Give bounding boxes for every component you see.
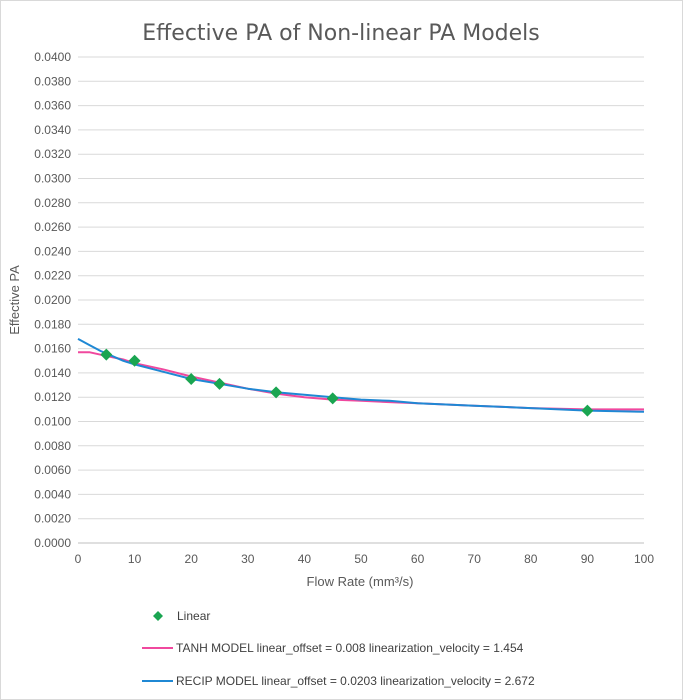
y-tick-label: 0.0020	[34, 512, 71, 526]
x-tick-label: 30	[241, 552, 255, 566]
gridlines	[78, 56, 644, 544]
legend-marker	[153, 611, 163, 621]
data-point	[213, 377, 226, 390]
x-tick-label: 60	[411, 552, 425, 566]
y-tick-label: 0.0080	[34, 439, 71, 453]
y-tick-label: 0.0000	[34, 536, 71, 550]
x-tick-label: 20	[185, 552, 199, 566]
x-axis-ticks: 0 10 20 30 40 50 60 70 80 90 100	[75, 552, 655, 566]
y-tick-label: 0.0240	[34, 244, 71, 258]
data-point	[185, 372, 198, 385]
data-point	[326, 392, 339, 405]
y-axis-ticks: 0.0000 0.0020 0.0040 0.0060 0.0080 0.0100 0.01…	[34, 50, 71, 550]
y-tick-label: 0.0060	[34, 463, 71, 477]
legend: Linear TANH MODEL linear_offset = 0.008 l…	[142, 609, 535, 688]
legend-label: Linear	[177, 609, 210, 623]
y-tick-label: 0.0220	[34, 269, 71, 283]
y-tick-label: 0.0200	[34, 293, 71, 307]
x-tick-label: 40	[298, 552, 312, 566]
y-tick-label: 0.0400	[34, 50, 71, 64]
y-tick-label: 0.0160	[34, 342, 71, 356]
x-tick-label: 80	[524, 552, 538, 566]
y-tick-label: 0.0120	[34, 390, 71, 404]
x-tick-label: 100	[634, 552, 654, 566]
data-point	[128, 354, 141, 367]
x-axis-label: Flow Rate (mm³/s)	[307, 574, 414, 589]
y-tick-label: 0.0260	[34, 220, 71, 234]
x-tick-label: 90	[581, 552, 595, 566]
series-line-1	[78, 351, 644, 411]
x-tick-label: 70	[468, 552, 482, 566]
y-tick-label: 0.0300	[34, 172, 71, 186]
y-tick-label: 0.0340	[34, 123, 71, 137]
x-tick-label: 0	[75, 552, 82, 566]
y-tick-label: 0.0140	[34, 366, 71, 380]
x-tick-label: 10	[128, 552, 142, 566]
series-line-2	[77, 338, 645, 413]
chart-title: Effective PA of Non-linear PA Models	[142, 21, 540, 46]
data-point	[581, 404, 594, 417]
y-tick-label: 0.0040	[34, 487, 71, 501]
y-tick-label: 0.0100	[34, 415, 71, 429]
y-axis-label: Effective PA	[7, 265, 22, 335]
legend-label: RECIP MODEL linear_offset = 0.0203 linea…	[176, 674, 535, 688]
x-tick-label: 50	[354, 552, 368, 566]
y-tick-label: 0.0180	[34, 317, 71, 331]
plot-series	[77, 338, 645, 417]
y-tick-label: 0.0320	[34, 147, 71, 161]
y-tick-label: 0.0280	[34, 196, 71, 210]
data-point	[270, 386, 283, 399]
data-point	[100, 348, 113, 361]
y-tick-label: 0.0380	[34, 74, 71, 88]
legend-label: TANH MODEL linear_offset = 0.008 lineari…	[176, 641, 524, 655]
y-tick-label: 0.0360	[34, 99, 71, 113]
